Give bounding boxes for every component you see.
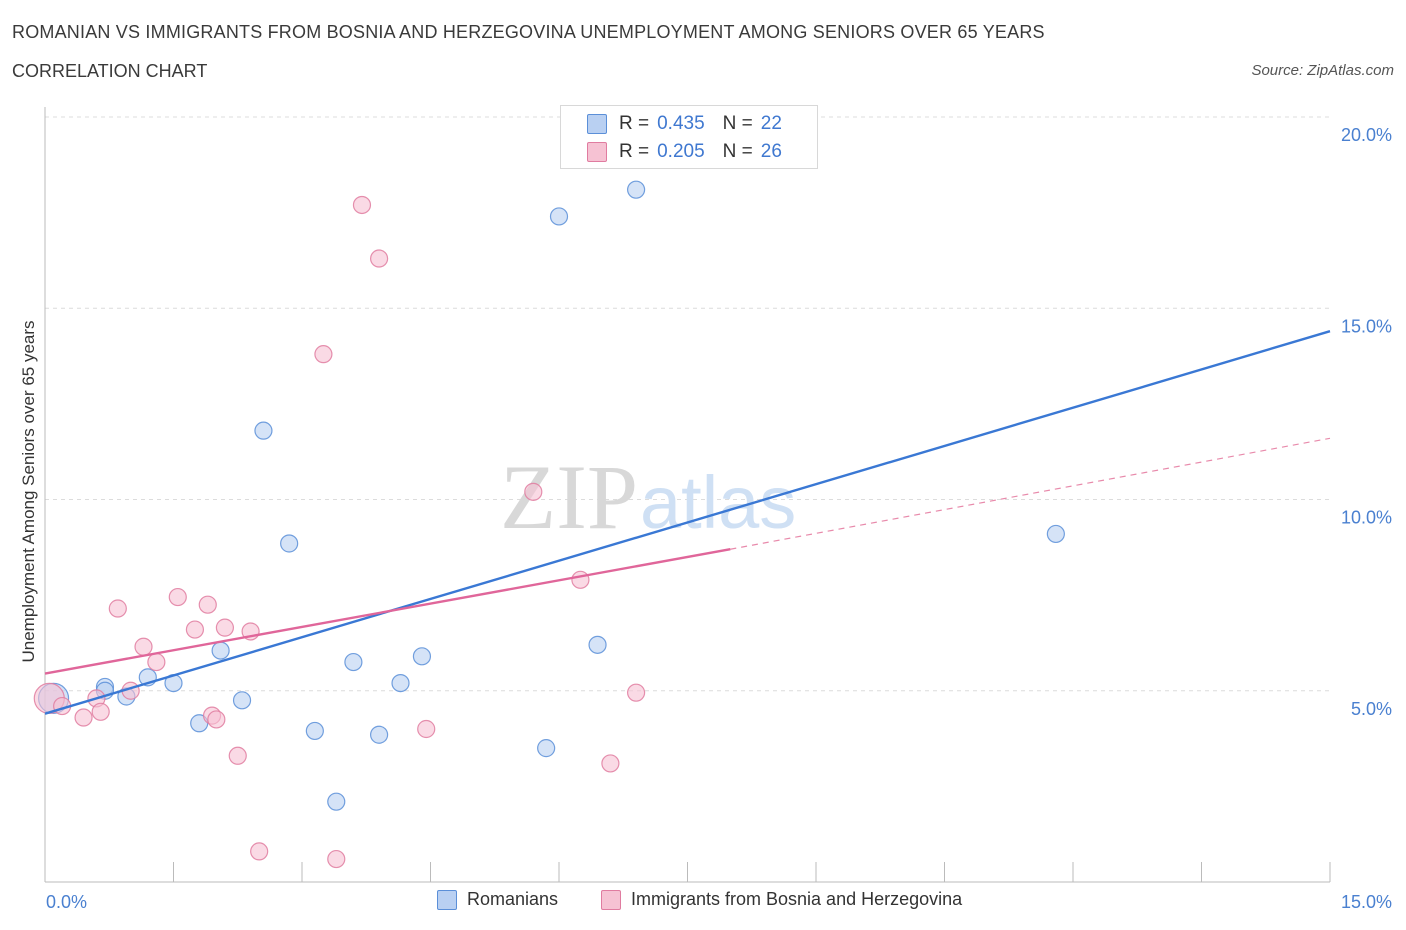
romanians-point [588,635,607,654]
x-tick-label: 0.0% [46,892,87,912]
bosnia-point [74,708,93,727]
y-axis-title: Unemployment Among Seniors over 65 years [19,320,38,662]
romanians-point [1046,524,1065,544]
y-tick-label: 10.0% [1341,508,1392,528]
watermark-zip: ZIP [500,446,638,548]
bosnia-point [147,652,166,672]
bosnia-legend-swatch [601,889,621,910]
romanians-point [254,421,273,440]
stats-legend: R = 0.435 N = 22 R = 0.205 N = 26 [560,105,818,169]
bosnia-point [314,345,333,364]
bosnia-point [108,599,127,618]
bosnia-point [327,849,346,869]
romanians-point [327,792,346,811]
n-value: 26 [760,141,782,162]
bosnia-point [207,710,226,729]
bosnia-point [524,482,543,501]
r-label: R = [619,113,650,134]
bosnia-point [198,595,217,614]
watermark-atlas: atlas [640,461,796,544]
bosnia-point [626,683,646,702]
legend-item-bosnia: Immigrants from Bosnia and Herzegovina [601,889,962,910]
y-tick-label: 15.0% [1341,316,1392,336]
romanians-point [370,725,389,744]
bosnia-point [168,587,187,607]
romanians-point [549,207,569,226]
bosnia-point [91,702,110,721]
bosnia-trendline-extension [730,437,1331,550]
bosnia-point [134,637,153,656]
y-tick-label: 20.0% [1341,125,1392,145]
stats-legend-row-romanians: R = 0.435 N = 22 [587,111,782,137]
romanians-legend-swatch [437,889,457,910]
romanians-trendline [44,330,1331,715]
r-label: R = [619,141,650,162]
chart-title: ROMANIAN VS IMMIGRANTS FROM BOSNIA AND H… [12,22,1045,42]
r-value: 0.435 [657,113,705,134]
legend-item-romanians: Romanians [437,889,558,910]
romanians-swatch [587,114,607,134]
stats-legend-row-bosnia: R = 0.205 N = 26 [587,139,782,165]
n-label: N = [722,113,753,134]
source-label: Source: ZipAtlas.com [1251,62,1394,79]
legend-label-romanians: Romanians [467,889,559,909]
n-label: N = [722,141,753,162]
y-tick-label: 5.0% [1351,699,1392,719]
bosnia-point [215,618,234,637]
bosnia-point [185,620,205,639]
romanians-point [626,180,646,199]
bosnia-point [352,195,372,215]
romanians-point [537,739,556,758]
x-tick-label: 15.0% [1341,892,1392,912]
romanians-point [391,673,410,693]
bosnia-trendline [44,548,731,675]
chart-subtitle: CORRELATION CHART [12,61,208,81]
bosnia-point [417,719,436,739]
r-value: 0.205 [657,141,705,162]
romanians-point [232,691,252,710]
bosnia-point [601,754,620,773]
romanians-point [280,534,299,553]
n-value: 22 [760,113,782,134]
bosnia-point [571,570,590,589]
romanians-point [412,647,432,666]
bosnia-swatch [587,142,607,162]
bosnia-point [228,746,247,765]
romanians-point [305,721,324,741]
bosnia-point [370,249,389,268]
romanians-point [211,641,230,660]
legend-label-bosnia: Immigrants from Bosnia and Herzegovina [631,889,963,909]
bosnia-point [250,842,269,861]
romanians-point [344,652,363,672]
